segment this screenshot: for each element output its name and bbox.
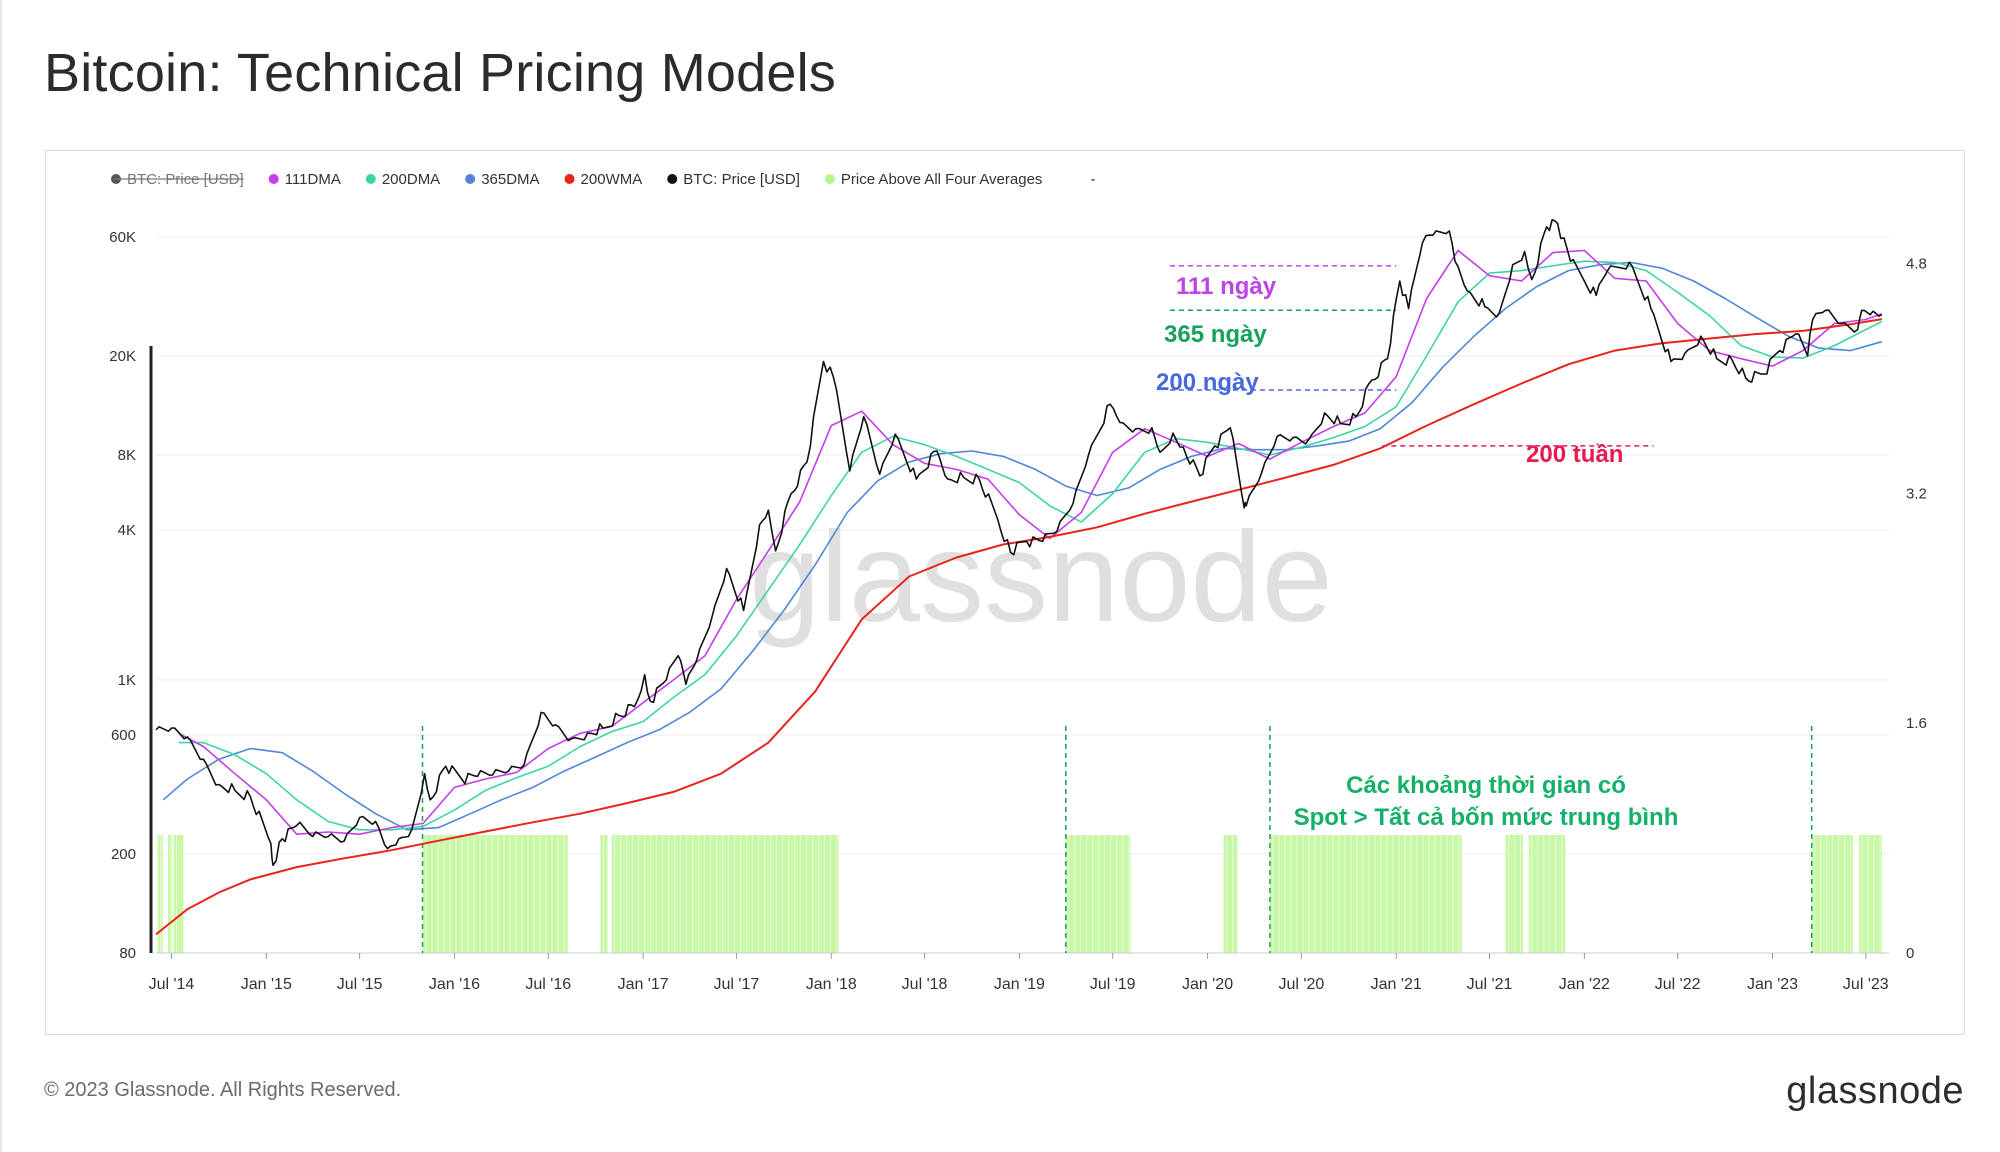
above-average-bar <box>611 835 839 953</box>
copyright-text: © 2023 Glassnode. All Rights Reserved. <box>44 1079 402 1101</box>
series-line-200wma <box>155 318 1882 936</box>
above-average-bar <box>1528 835 1566 953</box>
x-tick-label: Jul '15 <box>337 976 383 993</box>
series-line-btc-price-usd <box>155 219 1883 867</box>
legend-label: 365DMA <box>481 171 539 188</box>
price-chart: glassnode 111 ngày 365 ngày 200 ngày 200 tuầ… <box>109 171 1927 993</box>
periods-annotation-line1: Các khoảng thời gian có <box>1346 772 1626 799</box>
series-line-365dma <box>162 261 1883 831</box>
x-tick-label: Jan '21 <box>1371 976 1422 993</box>
series-line-111dma <box>178 249 1883 835</box>
y-tick-labels: 80 200 600 1K 4K 8K 20K 60K <box>109 229 136 962</box>
glassnode-logo[interactable]: glassnode <box>1786 1070 1964 1112</box>
legend-label: - <box>1090 171 1095 188</box>
y-tick-label: 8K <box>118 447 136 464</box>
series-line-200dma <box>178 260 1883 831</box>
x-tick-label: Jan '22 <box>1559 976 1610 993</box>
legend-label: 111DMA <box>285 171 341 188</box>
annotation-label-dma200: 200 ngày <box>1156 369 1259 396</box>
x-tick-label: Jan '20 <box>1182 976 1233 993</box>
x-tick-label: Jan '23 <box>1747 976 1798 993</box>
x-tick-label: Jan '19 <box>994 976 1045 993</box>
x-tick-label: Jul '22 <box>1655 976 1701 993</box>
above-average-bar <box>600 835 608 953</box>
y-tick-label: 60K <box>109 229 136 246</box>
legend-label: 200DMA <box>382 171 440 188</box>
x-tick-label: Jul '19 <box>1090 976 1136 993</box>
above-average-bar <box>173 835 184 953</box>
x-tick-label: Jul '23 <box>1843 976 1889 993</box>
x-tick-label: Jul '20 <box>1278 976 1324 993</box>
legend-marker <box>564 174 575 184</box>
series-lines <box>155 219 1883 936</box>
above-average-bar <box>1223 835 1238 953</box>
x-tick-label: Jul '21 <box>1467 976 1513 993</box>
y-tick-label: 200 <box>111 846 136 863</box>
watermark-text: glassnode <box>749 506 1333 649</box>
legend-marker <box>268 174 279 184</box>
page-title: Bitcoin: Technical Pricing Models <box>44 43 836 103</box>
annotation-label-wma200: 200 tuần <box>1526 441 1623 468</box>
chart-panel: glassnode 111 ngày 365 ngày 200 ngày 200 tuầ… <box>45 150 1965 1035</box>
x-tick-label: Jan '17 <box>618 976 669 993</box>
legend-label: BTC: Price [USD] <box>683 171 800 188</box>
above-average-bar <box>167 835 172 953</box>
vertical-markers <box>421 726 1813 953</box>
x-tick-label: Jul '16 <box>525 976 571 993</box>
chart-legend: BTC: Price [USD] 111DMA 200DMA 365DMA 200WMA… <box>111 171 1095 188</box>
legend-marker <box>465 174 476 184</box>
x-tick-label: Jan '16 <box>429 976 480 993</box>
y2-tick-label: 0 <box>1906 945 1914 962</box>
price-above-averages-bars <box>157 835 1882 953</box>
legend-marker <box>365 174 376 184</box>
x-tick-label: Jan '15 <box>241 976 292 993</box>
y-tick-label: 600 <box>111 727 136 744</box>
y-tick-label: 4K <box>118 522 136 539</box>
annotation-label-dma365: 365 ngày <box>1164 321 1267 348</box>
legend-marker <box>824 174 835 184</box>
above-average-bar <box>1269 835 1462 953</box>
legend-label: 200WMA <box>581 171 643 188</box>
legend-marker <box>667 174 678 184</box>
y-tick-label: 80 <box>119 945 136 962</box>
annotation-label-dma111: 111 ngày <box>1176 273 1277 300</box>
annotations: 111 ngày 365 ngày 200 ngày 200 tuần Các khoả… <box>1156 265 1679 831</box>
x-tick-label: Jul '14 <box>149 976 195 993</box>
y-tick-label: 1K <box>118 672 136 689</box>
periods-annotation-line2: Spot > Tất cả bốn mức trung bình <box>1294 804 1679 831</box>
y2-tick-label: 3.2 <box>1906 485 1927 502</box>
above-average-bar <box>1065 835 1131 953</box>
page-edge <box>0 0 2 1152</box>
x-tick-label: Jul '18 <box>902 976 948 993</box>
x-tick-label: Jul '17 <box>714 976 760 993</box>
x-tick-labels: Jul '14 Jan '15 Jul '15 Jan '16 Jul '16 Jan '… <box>149 953 1889 993</box>
x-tick-label: Jan '18 <box>806 976 857 993</box>
y2-tick-label: 1.6 <box>1906 715 1927 732</box>
above-average-bar <box>1859 835 1882 953</box>
legend-label: Price Above All Four Averages <box>841 171 1043 188</box>
y2-tick-labels: 0 1.6 3.2 4.8 <box>1906 255 1927 962</box>
y2-tick-label: 4.8 <box>1906 255 1927 272</box>
above-average-bar <box>423 835 568 953</box>
y-tick-label: 20K <box>109 348 136 365</box>
